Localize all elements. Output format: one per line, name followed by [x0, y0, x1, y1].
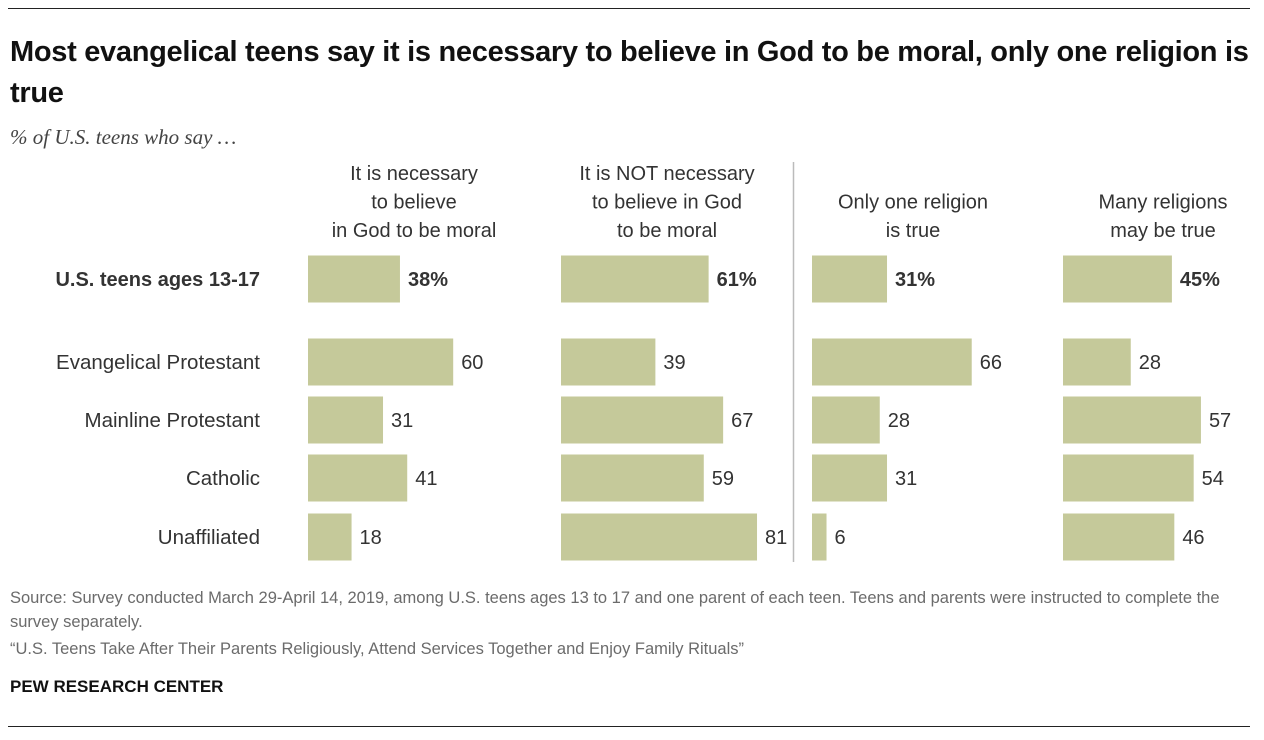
- bar-value-label: 31: [895, 468, 917, 490]
- bar: [1063, 338, 1131, 386]
- bar-value-label: 67: [731, 410, 753, 432]
- bar-value-label: 38%: [408, 269, 448, 291]
- bar-value-label: 18: [360, 527, 382, 549]
- bar: [561, 338, 656, 386]
- bar: [1063, 454, 1194, 502]
- chart-title: Most evangelical teens say it is necessa…: [10, 36, 1249, 109]
- bar-value-label: 60: [461, 352, 483, 374]
- bar-value-label: 46: [1182, 527, 1204, 549]
- bar-value-label: 61%: [717, 269, 757, 291]
- bar: [561, 255, 709, 303]
- bar-value-label: 28: [1139, 352, 1161, 374]
- panel-header-line: It is necessary: [350, 163, 478, 185]
- bar: [812, 513, 827, 561]
- bar: [1063, 396, 1201, 444]
- bar-value-label: 41: [415, 468, 437, 490]
- bar-value-label: 31%: [895, 269, 935, 291]
- panel-header-line: Many religions: [1099, 192, 1228, 214]
- panel-header-line: in God to be moral: [332, 220, 497, 242]
- bar-value-label: 54: [1202, 468, 1224, 490]
- bar-value-label: 39: [663, 352, 685, 374]
- bar-value-label: 6: [835, 527, 846, 549]
- org-name: PEW RESEARCH CENTER: [10, 677, 224, 696]
- report-title-note: “U.S. Teens Take After Their Parents Rel…: [10, 640, 744, 658]
- panel-header-line: to believe in God: [592, 192, 742, 214]
- panel-header-line: to believe: [371, 192, 457, 214]
- category-label: Evangelical Protestant: [56, 351, 260, 374]
- panel-header-line: is true: [886, 220, 940, 242]
- panel-header-line: Only one religion: [838, 192, 988, 214]
- bar: [308, 513, 352, 561]
- bar: [812, 396, 880, 444]
- bar-value-label: 81: [765, 527, 787, 549]
- bar-value-label: 57: [1209, 410, 1231, 432]
- chart-subtitle: % of U.S. teens who say …: [10, 125, 237, 149]
- category-label: Unaffiliated: [158, 526, 260, 549]
- bar: [1063, 513, 1175, 561]
- bar: [308, 255, 400, 303]
- bar: [1063, 255, 1172, 303]
- panel-header-line: It is NOT necessary: [579, 163, 754, 185]
- bar-value-label: 28: [888, 410, 910, 432]
- bar-value-label: 59: [712, 468, 734, 490]
- bar: [812, 454, 888, 502]
- source-note: Source: Survey conducted March 29-April …: [10, 589, 1220, 631]
- category-label: Catholic: [186, 467, 260, 490]
- bar: [308, 396, 384, 444]
- bar-value-label: 31: [391, 410, 413, 432]
- bar: [812, 255, 888, 303]
- bar-chart: U.S. teens ages 13-17 Evangelical Protest…: [55, 162, 1231, 562]
- bar: [308, 338, 454, 386]
- panel-header-line: may be true: [1110, 220, 1216, 242]
- bar: [561, 396, 724, 444]
- top-rule: [8, 8, 1250, 9]
- bottom-rule: [8, 726, 1250, 727]
- bar: [812, 338, 972, 386]
- bar-value-label: 66: [980, 352, 1002, 374]
- category-label: Mainline Protestant: [85, 409, 261, 432]
- bar: [561, 454, 704, 502]
- bar: [308, 454, 408, 502]
- bar: [561, 513, 758, 561]
- total-row-label: U.S. teens ages 13-17: [55, 269, 260, 291]
- panel-header-line: to be moral: [617, 220, 717, 242]
- bar-value-label: 45%: [1180, 269, 1220, 291]
